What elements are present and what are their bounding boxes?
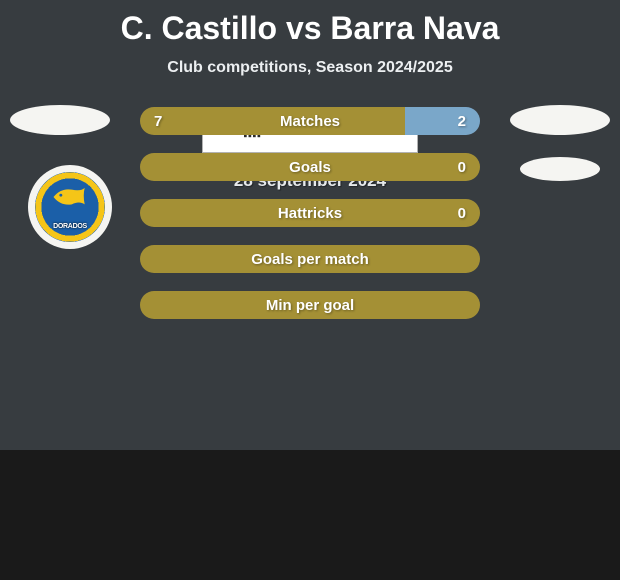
bar-mpg-left-seg: [140, 291, 480, 319]
comparison-bars: 7 2 Matches 0 Goals 0 Hattricks Goals pe…: [140, 107, 480, 337]
team-badge-left: DORADOS: [28, 165, 112, 249]
bar-matches-right-seg: [405, 107, 480, 135]
bar-gpm-left-seg: [140, 245, 480, 273]
infographic-panel: C. Castillo vs Barra Nava Club competiti…: [0, 0, 620, 450]
bar-goals: 0 Goals: [140, 153, 480, 181]
bar-hattricks-left-seg: [140, 199, 480, 227]
team-badge-left-inner: DORADOS: [35, 172, 105, 242]
player-photo-placeholder-right: [510, 105, 610, 135]
subtitle: Club competitions, Season 2024/2025: [0, 59, 620, 77]
bar-gpm: Goals per match: [140, 245, 480, 273]
page-title: C. Castillo vs Barra Nava: [0, 0, 620, 47]
team-badge-label: DORADOS: [53, 223, 87, 230]
bar-mpg: Min per goal: [140, 291, 480, 319]
player-photo-placeholder-left: [10, 105, 110, 135]
bar-matches: 7 2 Matches: [140, 107, 480, 135]
bar-hattricks: 0 Hattricks: [140, 199, 480, 227]
fish-icon: [51, 186, 89, 208]
bar-matches-left-seg: [140, 107, 405, 135]
team-badge-placeholder-right: [520, 157, 600, 181]
bar-goals-left-seg: [140, 153, 480, 181]
